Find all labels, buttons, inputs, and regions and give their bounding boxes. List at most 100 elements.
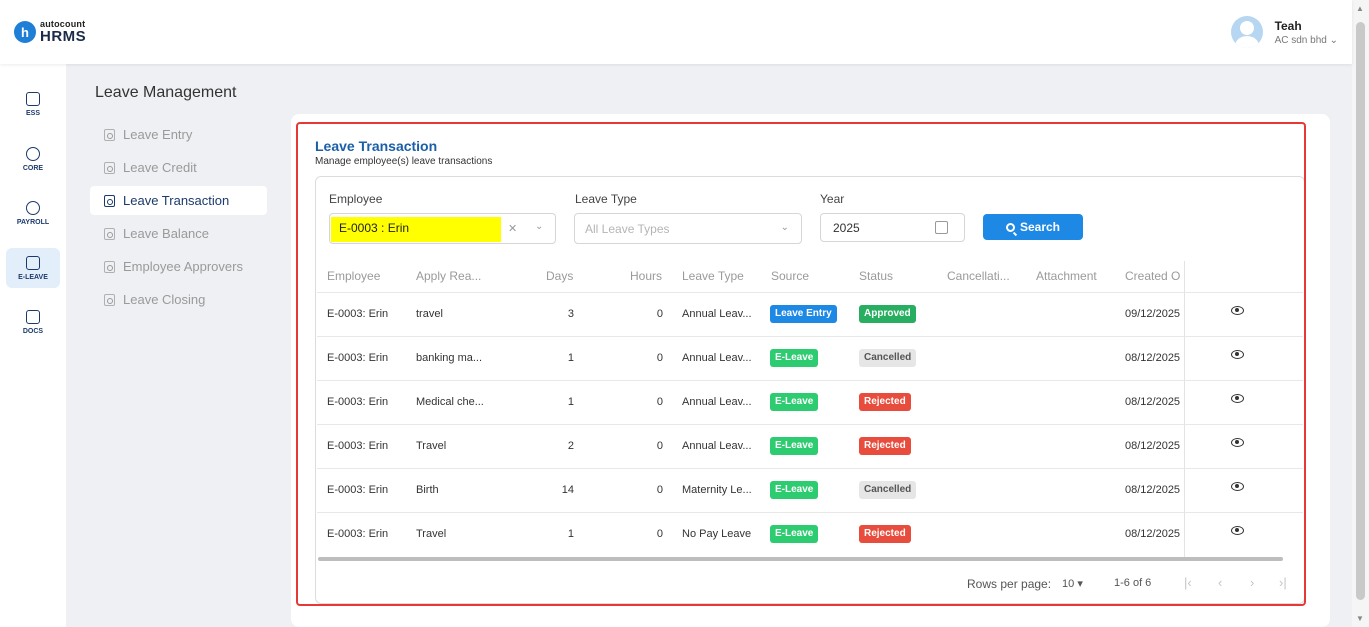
year-field[interactable]: 2025 — [820, 213, 965, 242]
source-badge: E-Leave — [770, 481, 819, 499]
table-row[interactable]: E-0003: Erin Medical che... 1 0 Annual L… — [317, 380, 1303, 424]
source-badge: E-Leave — [770, 437, 819, 455]
nav-item-leave-credit[interactable]: Leave Credit — [90, 153, 267, 182]
chevron-down-icon[interactable]: ⌄ — [535, 221, 544, 232]
chevron-down-icon: ⌄ — [780, 222, 789, 233]
pagination-range: 1-6 of 6 — [1114, 577, 1152, 589]
status-badge: Rejected — [859, 525, 911, 543]
table-row[interactable]: E-0003: Erin Travel 2 0 Annual Leav... E… — [317, 424, 1303, 468]
status-badge: Rejected — [859, 437, 911, 455]
logo-product: HRMS — [40, 28, 87, 45]
column-header-source[interactable]: Source — [771, 269, 810, 283]
column-header-status[interactable]: Status — [859, 269, 894, 283]
employee-selected-value: E-0003 : Erin — [331, 217, 501, 242]
rail-item-payroll[interactable]: PAYROLL — [6, 193, 60, 233]
leave-management-nav: Leave Management Leave Entry Leave Credi… — [66, 64, 276, 627]
table-row[interactable]: E-0003: Erin Travel 1 0 No Pay Leave E-L… — [317, 512, 1303, 556]
top-bar: h autocount HRMS Teah AC sdn bhd ⌄ — [0, 0, 1352, 64]
avatar[interactable] — [1230, 16, 1263, 48]
rail-item-ess[interactable]: ESS — [6, 84, 60, 124]
leave-type-placeholder: All Leave Types — [585, 222, 670, 236]
column-header-leave-type[interactable]: Leave Type — [682, 269, 744, 283]
nav-item-leave-closing[interactable]: Leave Closing — [90, 285, 267, 314]
company-name: AC sdn bhd — [1274, 34, 1327, 46]
contact-card-icon — [104, 128, 115, 141]
source-badge: E-Leave — [770, 349, 819, 367]
status-badge: Approved — [859, 305, 916, 323]
contact-card-icon — [104, 227, 115, 240]
contact-card-icon — [104, 194, 115, 207]
view-eye-icon[interactable] — [1231, 526, 1244, 535]
previous-page-icon[interactable]: ‹ — [1218, 575, 1223, 590]
contact-card-icon — [104, 161, 115, 174]
search-icon — [1005, 222, 1015, 232]
source-badge: E-Leave — [770, 525, 819, 543]
column-header-days[interactable]: Days — [546, 269, 574, 283]
table-row[interactable]: E-0003: Erin Birth 14 0 Maternity Le... … — [317, 468, 1303, 512]
table-horizontal-scrollbar[interactable] — [318, 557, 1283, 561]
rail-item-docs[interactable]: DOCS — [6, 302, 60, 342]
column-header-cancellation[interactable]: Cancellati... — [947, 269, 1010, 283]
scroll-down-arrow-icon[interactable]: ▼ — [1356, 614, 1364, 623]
scroll-thumb[interactable] — [1356, 22, 1365, 600]
source-badge: Leave Entry — [770, 305, 837, 323]
cube-icon — [26, 146, 40, 161]
column-header-hours[interactable]: Hours — [630, 269, 663, 283]
column-divider — [1184, 261, 1185, 559]
leave-type-select[interactable]: All Leave Types ⌄ — [574, 213, 802, 244]
module-rail: ESS CORE PAYROLL E-LEAVE DOCS — [0, 64, 66, 627]
contact-card-icon — [104, 260, 115, 273]
calendar-icon[interactable] — [935, 221, 948, 234]
user-name: Teah — [1274, 18, 1302, 33]
logo-mark: h — [14, 21, 36, 43]
view-eye-icon[interactable] — [1231, 394, 1244, 403]
year-label: Year — [820, 192, 845, 206]
company-selector[interactable]: AC sdn bhd ⌄ — [1275, 35, 1338, 46]
status-badge: Rejected — [859, 393, 911, 411]
first-page-icon[interactable]: |‹ — [1184, 575, 1192, 590]
rows-per-page-select[interactable]: 10 ▾ — [1062, 578, 1083, 590]
column-header-employee[interactable]: Employee — [327, 269, 381, 283]
search-button[interactable]: Search — [983, 214, 1083, 240]
document-chart-icon — [26, 309, 40, 324]
status-badge: Cancelled — [859, 349, 917, 367]
nav-item-leave-entry[interactable]: Leave Entry — [90, 120, 267, 149]
view-eye-icon[interactable] — [1231, 306, 1244, 315]
chevron-down-icon: ⌄ — [1329, 34, 1338, 46]
clear-icon[interactable]: ✕ — [508, 223, 518, 235]
user-menu[interactable]: Teah AC sdn bhd ⌄ — [1230, 16, 1338, 48]
view-eye-icon[interactable] — [1231, 438, 1244, 447]
column-header-attachment[interactable]: Attachment — [1036, 269, 1097, 283]
page-title: Leave Transaction — [315, 138, 438, 154]
table-row[interactable]: E-0003: Erin banking ma... 1 0 Annual Le… — [317, 336, 1303, 380]
leave-type-label: Leave Type — [575, 192, 637, 206]
table-row[interactable]: E-0003: Erin travel 3 0 Annual Leav... L… — [317, 292, 1303, 336]
last-page-icon[interactable]: ›| — [1279, 575, 1287, 590]
year-value: 2025 — [833, 221, 860, 235]
view-eye-icon[interactable] — [1231, 482, 1244, 491]
calendar-icon — [26, 255, 40, 270]
contact-card-icon — [104, 293, 115, 306]
nav-item-employee-approvers[interactable]: Employee Approvers — [90, 252, 267, 281]
caret-down-icon: ▾ — [1077, 578, 1083, 590]
logo-brand: autocount — [40, 19, 86, 29]
status-badge: Cancelled — [859, 481, 917, 499]
scroll-up-arrow-icon[interactable]: ▲ — [1356, 4, 1364, 13]
rail-item-core[interactable]: CORE — [6, 139, 60, 179]
rail-item-e-leave[interactable]: E-LEAVE — [6, 248, 60, 288]
next-page-icon[interactable]: › — [1250, 575, 1255, 590]
column-header-apply-reason[interactable]: Apply Rea... — [416, 269, 482, 283]
page-scrollbar[interactable]: ▲ ▼ — [1352, 0, 1369, 627]
nav-item-leave-balance[interactable]: Leave Balance — [90, 219, 267, 248]
section-title: Leave Management — [95, 84, 237, 101]
dollar-icon — [26, 200, 40, 215]
nav-item-leave-transaction[interactable]: Leave Transaction — [90, 186, 267, 215]
column-header-created-on[interactable]: Created O — [1125, 269, 1181, 283]
app-logo[interactable]: h autocount HRMS — [14, 20, 86, 44]
employee-select[interactable]: E-0003 : Erin ✕ ⌄ — [329, 213, 556, 244]
employee-label: Employee — [329, 192, 383, 206]
source-badge: E-Leave — [770, 393, 819, 411]
view-eye-icon[interactable] — [1231, 350, 1244, 359]
rows-per-page-label: Rows per page: — [967, 577, 1052, 591]
id-card-icon — [26, 91, 40, 106]
